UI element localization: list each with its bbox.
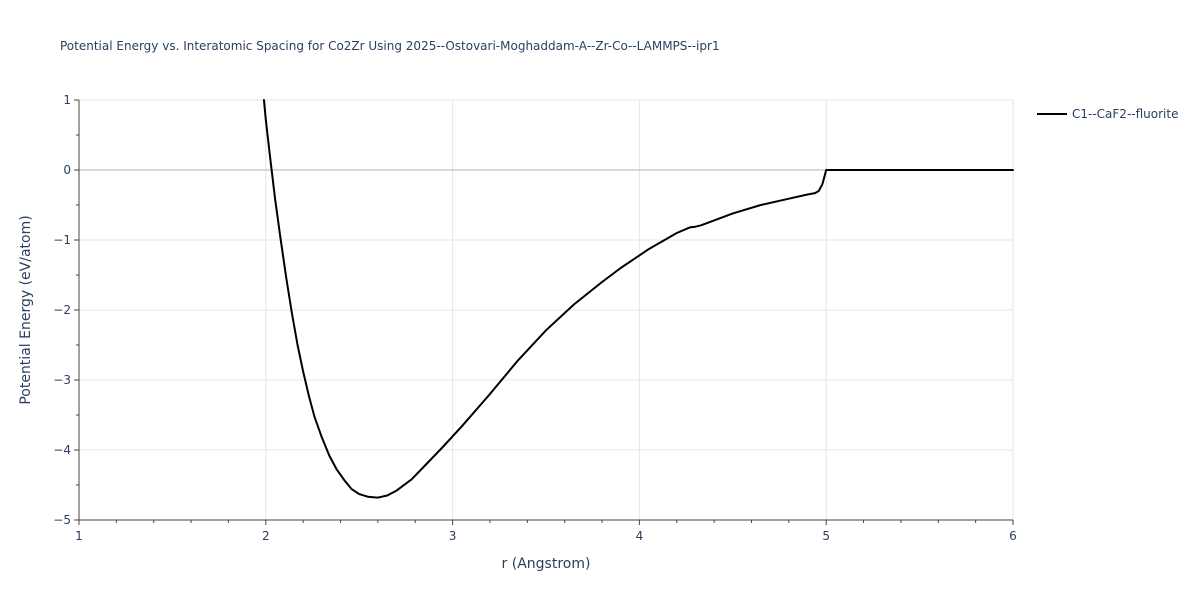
- x-tick-label-6: 6: [1009, 529, 1017, 543]
- y-tick-label--3: −3: [53, 373, 71, 387]
- y-tick-label--4: −4: [53, 443, 71, 457]
- y-axis-title: Potential Energy (eV/atom): [18, 215, 34, 404]
- x-tick-label-5: 5: [822, 529, 830, 543]
- y-tick-label--2: −2: [53, 303, 71, 317]
- legend-label-c1-caf2-fluorite: C1--CaF2--fluorite: [1072, 107, 1178, 121]
- series-layer: [262, 99, 1014, 499]
- gridlines: [79, 99, 1014, 520]
- y-tick-label-0: 0: [63, 163, 71, 177]
- y-tick-label--1: −1: [53, 233, 71, 247]
- y-tick-label-1: 1: [63, 93, 71, 107]
- chart-title: Potential Energy vs. Interatomic Spacing…: [60, 39, 720, 53]
- x-tick-label-3: 3: [449, 529, 457, 543]
- x-tick-label-1: 1: [75, 529, 83, 543]
- legend[interactable]: C1--CaF2--fluorite: [1037, 107, 1178, 121]
- series-line-c1-caf2-fluorite[interactable]: [262, 99, 1014, 499]
- x-axis-title: r (Angstrom): [502, 556, 591, 572]
- y-tick-label--5: −5: [53, 513, 71, 527]
- x-tick-label-4: 4: [636, 529, 644, 543]
- axes: 1 2 3 4 5 6 −5 −4 −3 −2 −1 0 1: [53, 93, 1017, 543]
- x-tick-label-2: 2: [262, 529, 270, 543]
